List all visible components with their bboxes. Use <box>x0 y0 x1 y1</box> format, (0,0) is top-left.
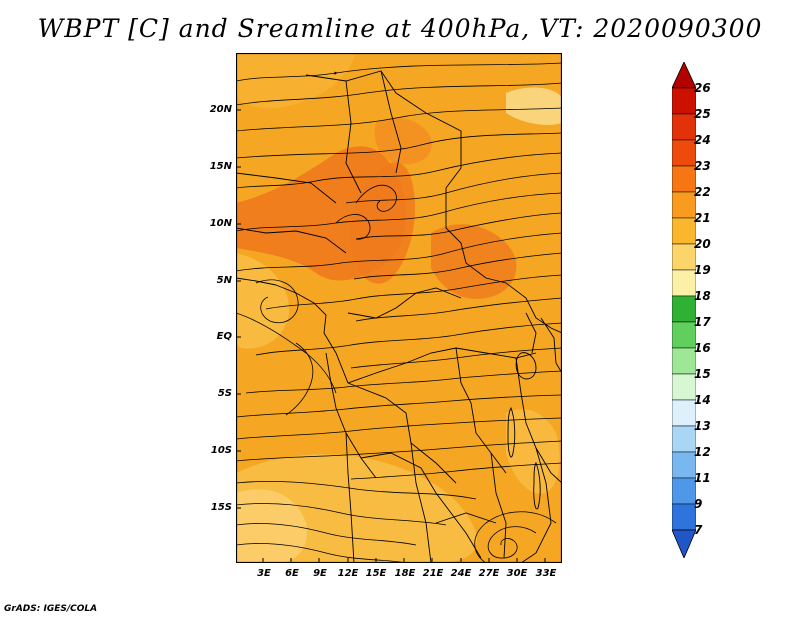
colorbar-label-25: 25 <box>694 107 711 121</box>
lon-label-24e: 24E <box>450 568 472 579</box>
lat-label-5s: 5S <box>217 388 232 399</box>
colorbar-bin-12-13 <box>672 425 696 453</box>
colorbar-label-13: 13 <box>694 419 711 433</box>
wbpt-warm-zone-north <box>374 118 432 165</box>
lon-label-33e: 33E <box>535 568 557 579</box>
lat-label-5n: 5N <box>216 275 232 286</box>
lat-label-15s: 15S <box>210 502 232 513</box>
colorbar-bin-14-15 <box>672 373 696 401</box>
colorbar-bin-7-9 <box>672 503 696 531</box>
colorbar-label-22: 22 <box>694 185 711 199</box>
colorbar-label-15: 15 <box>694 367 711 381</box>
colorbar-label-26: 26 <box>694 81 711 95</box>
lon-label-6e: 6E <box>285 568 299 579</box>
grads-credit: GrADS: IGES/COLA <box>4 604 98 614</box>
lon-label-3e: 3E <box>257 568 271 579</box>
colorbar-label-21: 21 <box>694 211 711 225</box>
lon-ticks <box>262 558 546 563</box>
colorbar-label-14: 14 <box>694 393 711 407</box>
colorbar-label-24: 24 <box>694 133 711 147</box>
colorbar-label-9: 9 <box>694 497 703 511</box>
colorbar-label-19: 19 <box>694 263 711 277</box>
colorbar-bin-25-26 <box>672 87 696 115</box>
colorbar-bin-24-25 <box>672 113 696 141</box>
lat-ticks <box>236 109 241 509</box>
colorbar-bin-13-14 <box>672 399 696 427</box>
colorbar-bin-17-18 <box>672 295 696 323</box>
lat-label-10n: 10N <box>209 218 232 229</box>
colorbar-bin-15-16 <box>672 347 696 375</box>
wbpt-pale-zone-northeast <box>506 87 562 125</box>
lon-label-30e: 30E <box>506 568 528 579</box>
colorbar-label-16: 16 <box>694 341 711 355</box>
colorbar-label-18: 18 <box>694 289 711 303</box>
lon-label-9e: 9E <box>313 568 327 579</box>
lon-label-18e: 18E <box>394 568 416 579</box>
lat-label-20n: 20N <box>209 104 232 115</box>
colorbar-bin-16-17 <box>672 321 696 349</box>
colorbar-bin-11-12 <box>672 451 696 479</box>
colorbar-bin-19-20 <box>672 243 696 271</box>
colorbar-label-23: 23 <box>694 159 711 173</box>
colorbar-bin-22-23 <box>672 165 696 193</box>
wbpt-light-zone-southwest <box>236 489 307 563</box>
lat-label-10s: 10S <box>210 445 232 456</box>
colorbar-top-arrow <box>672 62 696 89</box>
colorbar-label-20: 20 <box>694 237 711 251</box>
colorbar-bottom-arrow <box>672 529 696 558</box>
colorbar-label-17: 17 <box>694 315 711 329</box>
wbpt-pale-zone-east-coast <box>506 409 560 494</box>
map-frame <box>236 53 562 563</box>
map-title: WBPT [C] and Sreamline at 400hPa, VT: 20… <box>37 14 763 43</box>
colorbar-label-7: 7 <box>694 523 703 537</box>
colorbar-bin-21-22 <box>672 191 696 219</box>
lat-label-eq: EQ <box>216 331 232 342</box>
colorbar-bin-20-21 <box>672 217 696 245</box>
great-lakes <box>507 352 541 510</box>
colorbar-bin-23-24 <box>672 139 696 167</box>
map-panel <box>236 53 562 563</box>
colorbar-bin-9-11 <box>672 477 696 505</box>
lon-label-12e: 12E <box>337 568 359 579</box>
colorbar-label-12: 12 <box>694 445 711 459</box>
lat-label-15n: 15N <box>209 161 232 172</box>
wbpt-warm-zone-central <box>349 162 416 284</box>
country-borders <box>236 70 562 563</box>
colorbar-bin-18-19 <box>672 269 696 297</box>
colorbar <box>672 62 696 558</box>
colorbar-label-11: 11 <box>694 471 711 485</box>
lon-label-15e: 15E <box>365 568 387 579</box>
lon-label-21e: 21E <box>422 568 444 579</box>
lon-label-27e: 27E <box>478 568 500 579</box>
wbpt-light-zone-north <box>236 53 356 109</box>
